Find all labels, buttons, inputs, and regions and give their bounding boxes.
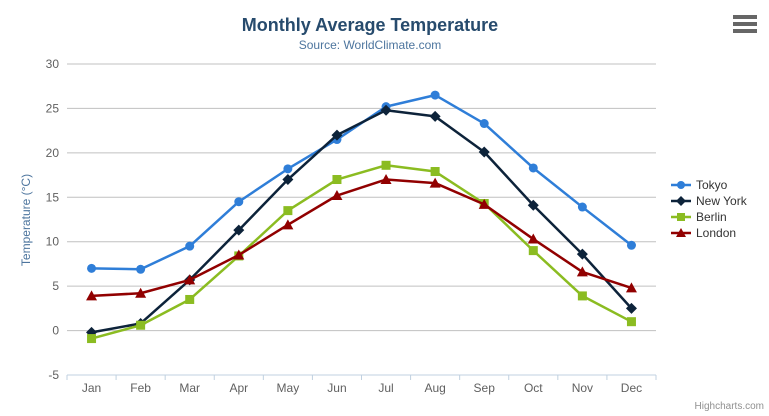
data-point-marker[interactable]: [576, 266, 588, 277]
series-tokyo: [87, 90, 636, 274]
data-point-marker[interactable]: [87, 263, 97, 273]
y-axis-title: Temperature (°C): [19, 173, 33, 267]
data-point-marker[interactable]: [479, 119, 489, 129]
data-point-marker[interactable]: [283, 164, 293, 174]
data-point-marker[interactable]: [282, 174, 294, 186]
legend-marker-diamond-icon: [671, 195, 691, 206]
y-axis-label: 0: [52, 324, 59, 338]
y-axis-label: 5: [52, 279, 59, 293]
legend-label: New York: [696, 193, 747, 208]
x-axis-label: Nov: [572, 381, 593, 395]
x-axis-label: May: [277, 381, 300, 395]
data-point-marker[interactable]: [86, 290, 98, 301]
x-axis-label: Oct: [524, 381, 543, 395]
data-point-marker[interactable]: [136, 264, 146, 274]
data-point-marker[interactable]: [135, 287, 147, 298]
data-point-marker[interactable]: [331, 190, 343, 201]
data-point-marker[interactable]: [282, 219, 294, 230]
data-point-marker[interactable]: [528, 163, 538, 173]
data-point-marker[interactable]: [331, 129, 343, 141]
x-axis-label: Jun: [327, 381, 346, 395]
x-axis-label: Jul: [378, 381, 393, 395]
data-point-marker[interactable]: [676, 195, 686, 206]
data-point-marker[interactable]: [576, 248, 588, 260]
data-point-marker[interactable]: [283, 206, 293, 216]
legend-item-london[interactable]: London: [671, 225, 747, 240]
data-point-marker[interactable]: [528, 246, 538, 256]
legend-label: London: [696, 225, 737, 240]
data-point-marker[interactable]: [429, 177, 441, 188]
data-point-marker[interactable]: [625, 302, 637, 314]
legend-item-tokyo[interactable]: Tokyo: [671, 177, 747, 192]
context-menu-button[interactable]: [731, 12, 759, 36]
data-point-marker[interactable]: [429, 110, 441, 122]
x-axis-label: Jan: [82, 381, 101, 395]
legend-label: Berlin: [696, 209, 727, 224]
chart-title: Monthly Average Temperature: [241, 15, 499, 35]
series-line-new-york: [90, 108, 633, 334]
legend-marker-square-icon: [671, 212, 691, 221]
series-line-london: [90, 178, 633, 298]
y-axis-label: 15: [46, 190, 60, 204]
x-axis-label: Apr: [229, 381, 248, 395]
data-point-marker[interactable]: [380, 104, 392, 116]
data-point-marker[interactable]: [430, 90, 440, 100]
data-point-marker[interactable]: [381, 160, 391, 170]
series-london: [86, 174, 637, 301]
data-point-marker[interactable]: [136, 320, 146, 330]
y-axis-label: 10: [46, 235, 60, 249]
legend-item-berlin[interactable]: Berlin: [671, 209, 747, 224]
data-point-marker[interactable]: [185, 241, 195, 251]
legend-item-new-york[interactable]: New York: [671, 193, 747, 208]
y-axis-label: -5: [48, 368, 59, 382]
data-point-marker[interactable]: [625, 282, 637, 293]
data-point-marker[interactable]: [234, 197, 244, 207]
credits-link[interactable]: Highcharts.com: [694, 401, 764, 412]
y-axis-label: 30: [46, 57, 60, 71]
data-point-marker[interactable]: [478, 146, 490, 158]
data-point-marker[interactable]: [184, 274, 196, 285]
data-point-marker[interactable]: [380, 174, 392, 185]
series-line-tokyo: [90, 93, 633, 271]
data-point-marker[interactable]: [332, 175, 342, 185]
data-point-marker[interactable]: [577, 291, 587, 301]
data-point-marker[interactable]: [430, 167, 440, 177]
legend-marker-triangle-icon: [671, 227, 691, 237]
data-point-marker[interactable]: [233, 224, 245, 236]
y-axis-label: 25: [46, 101, 60, 115]
hamburger-icon: [733, 22, 757, 26]
x-axis-label: Mar: [179, 381, 200, 395]
data-point-marker[interactable]: [527, 233, 539, 244]
data-point-marker[interactable]: [87, 334, 97, 344]
hamburger-icon: [733, 15, 757, 19]
chart-subtitle: Source: WorldClimate.com: [298, 38, 442, 52]
data-point-marker[interactable]: [677, 212, 685, 221]
legend: Tokyo New York Berlin London: [671, 177, 747, 240]
y-axis-label: 20: [46, 146, 60, 160]
x-axis-label: Feb: [130, 381, 151, 395]
x-axis-label: Aug: [424, 381, 445, 395]
legend-label: Tokyo: [696, 177, 728, 192]
x-axis-label: Dec: [621, 381, 642, 395]
data-point-marker[interactable]: [577, 202, 587, 212]
data-point-marker[interactable]: [527, 199, 539, 211]
data-point-marker[interactable]: [478, 198, 490, 209]
series-new-york: [86, 104, 637, 338]
series-line-berlin: [90, 164, 633, 340]
x-axis-label: Sep: [474, 381, 496, 395]
hamburger-icon: [733, 29, 757, 33]
data-point-marker[interactable]: [233, 249, 245, 260]
data-point-marker[interactable]: [626, 240, 636, 250]
data-point-marker[interactable]: [677, 180, 685, 189]
data-point-marker[interactable]: [185, 294, 195, 304]
legend-marker-circle-icon: [671, 180, 691, 189]
data-point-marker[interactable]: [626, 317, 636, 327]
data-point-marker[interactable]: [676, 227, 686, 237]
